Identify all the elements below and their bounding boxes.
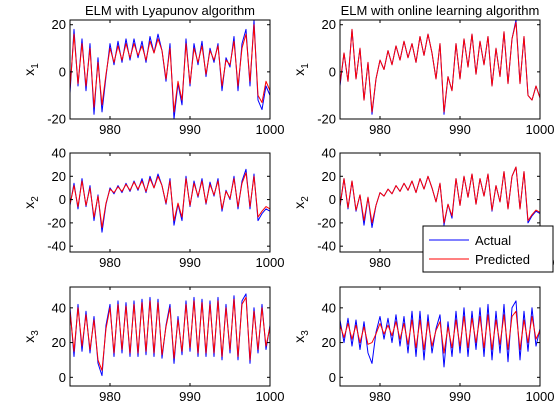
- plot-area: [70, 153, 270, 252]
- x-tick-label: 980: [369, 122, 391, 137]
- y-axis-label-subscript: 3: [30, 330, 41, 336]
- y-axis-label: x1: [21, 63, 41, 76]
- y-axis-label: x3: [21, 330, 41, 343]
- y-tick-label: 20: [322, 169, 336, 184]
- axes-box: [69, 19, 271, 120]
- y-axis-label-base: x: [21, 202, 37, 209]
- y-axis-label-base: x: [21, 336, 37, 343]
- series-line-actual: [340, 300, 540, 368]
- y-tick-label: -20: [317, 215, 336, 230]
- y-axis-label-base: x: [291, 202, 307, 209]
- legend-label-predicted: Predicted: [475, 252, 530, 267]
- panel-1: 980 990 1000 -20 0 20 x1 ELM with Lyapunov algo…: [21, 3, 284, 137]
- x-tick-label: 980: [99, 255, 121, 270]
- panel-6: 980 990 1000 0 20 40 x3: [291, 286, 555, 404]
- y-tick-label: -40: [317, 239, 336, 254]
- legend-box: [422, 225, 554, 273]
- panel-2: 980 990 1000 -20 0 20 x1 ELM with online learni…: [291, 3, 554, 137]
- chart-title: ELM with online learning algorithm: [341, 3, 540, 18]
- x-tick-label: 980: [99, 389, 121, 404]
- panel-3: 980 990 1000 -40 -20 0 20 40 x2: [21, 146, 284, 271]
- x-tick-label: 1000: [256, 122, 285, 137]
- y-tick-label: 0: [329, 192, 336, 207]
- y-axis-label-subscript: 2: [300, 196, 311, 202]
- plot-area: [340, 20, 540, 119]
- y-tick-label: 0: [59, 192, 66, 207]
- x-tick-label: 980: [369, 255, 391, 270]
- series-line-predicted: [340, 310, 540, 354]
- y-tick-label: -20: [47, 215, 66, 230]
- y-tick-label: 0: [329, 64, 336, 79]
- y-tick-label: 20: [52, 335, 66, 350]
- x-tick-label: 990: [179, 122, 201, 137]
- y-axis-label: x1: [291, 63, 311, 76]
- x-tick-label: 980: [369, 389, 391, 404]
- y-axis-label: x2: [21, 196, 41, 209]
- y-tick-label: 0: [59, 370, 66, 385]
- y-tick-label: -20: [47, 112, 66, 127]
- axes-box: [69, 286, 271, 387]
- y-tick-label: 0: [59, 64, 66, 79]
- x-tick-label: 990: [449, 389, 471, 404]
- y-tick-label: 40: [322, 300, 336, 315]
- y-tick-label: -40: [47, 239, 66, 254]
- series-line-predicted: [70, 24, 270, 113]
- series-line-predicted: [340, 21, 540, 113]
- series-line-predicted: [70, 172, 270, 228]
- x-tick-label: 1000: [256, 389, 285, 404]
- y-tick-label: 20: [52, 17, 66, 32]
- y-axis-label: x3: [291, 330, 311, 343]
- y-axis-label-subscript: 1: [300, 63, 311, 69]
- y-axis-label-base: x: [21, 69, 37, 76]
- y-axis-label-subscript: 3: [300, 330, 311, 336]
- y-tick-label: 40: [322, 146, 336, 161]
- y-tick-label: 20: [322, 335, 336, 350]
- y-axis-label-base: x: [291, 336, 307, 343]
- y-tick-label: 40: [52, 300, 66, 315]
- series-line-predicted: [340, 166, 540, 224]
- legend-label-actual: Actual: [475, 233, 511, 248]
- x-tick-label: 990: [449, 122, 471, 137]
- panel-5: 980 990 1000 0 20 40 x3: [21, 286, 285, 404]
- series-line-predicted: [70, 296, 270, 371]
- y-tick-label: 0: [329, 370, 336, 385]
- y-axis-label-subscript: 1: [30, 63, 41, 69]
- axes-box: [69, 152, 271, 253]
- axes-box: [339, 19, 541, 120]
- y-tick-label: 20: [52, 169, 66, 184]
- y-axis-label-subscript: 2: [30, 196, 41, 202]
- y-tick-label: 20: [322, 17, 336, 32]
- y-tick-label: 40: [52, 146, 66, 161]
- x-tick-label: 1000: [256, 255, 285, 270]
- x-tick-label: 1000: [526, 389, 555, 404]
- x-tick-label: 990: [179, 389, 201, 404]
- x-tick-label: 980: [99, 122, 121, 137]
- x-tick-label: 990: [179, 255, 201, 270]
- y-axis-label: x2: [291, 196, 311, 209]
- legend: Actual Predicted: [422, 225, 554, 273]
- axes-box: [339, 286, 541, 387]
- x-tick-label: 1000: [526, 122, 555, 137]
- chart-title: ELM with Lyapunov algorithm: [85, 3, 255, 18]
- y-axis-label-base: x: [291, 69, 307, 76]
- y-tick-label: -20: [317, 112, 336, 127]
